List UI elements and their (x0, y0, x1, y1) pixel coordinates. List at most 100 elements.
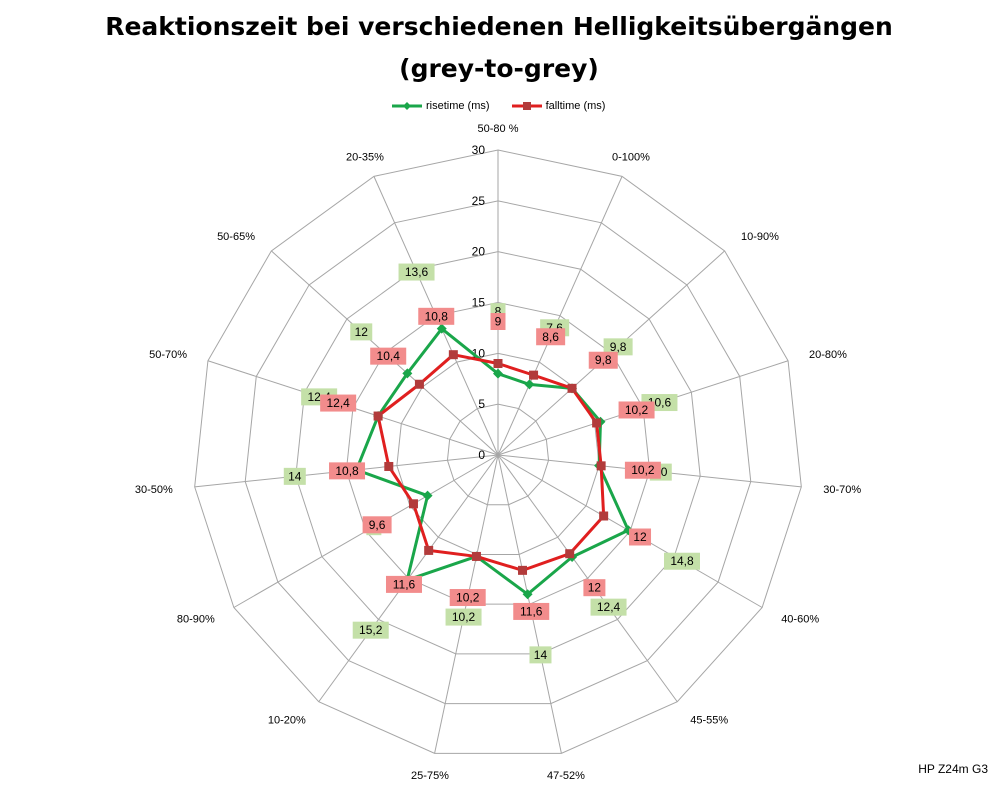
grid-ring (194, 149, 802, 754)
falltime-data-label-bg (320, 394, 357, 412)
category-label: 20-80% (809, 349, 847, 361)
legend: risetime (ms) falltime (ms) (392, 100, 605, 112)
falltime-point (565, 549, 575, 559)
grid-ring (345, 301, 651, 605)
risetime-data-label: 10,2 (452, 610, 476, 624)
risetime-data-label-bg (664, 552, 701, 570)
risetime-point (402, 368, 413, 379)
category-label: 30-50% (135, 484, 173, 496)
risetime-data-label-bg (283, 467, 306, 485)
risetime-point (422, 490, 433, 501)
falltime-point (424, 545, 434, 555)
risetime-data-label-bg (352, 621, 389, 639)
risetime-point (522, 589, 533, 600)
risetime-data-label: 14 (288, 469, 302, 483)
falltime-data-label: 10,8 (335, 464, 359, 478)
category-label: 50-70% (149, 349, 187, 361)
falltime-point (518, 565, 528, 575)
falltime-point (567, 383, 577, 393)
falltime-data-label-bg (362, 516, 392, 534)
falltime-data-label: 10,8 (425, 309, 449, 323)
falltime-data-label-bg (329, 462, 366, 480)
falltime-data-label: 12 (633, 530, 647, 544)
category-label: 40-60% (781, 614, 819, 626)
risetime-data-label: 14 (534, 648, 548, 662)
category-label: 50-80 % (478, 123, 519, 135)
falltime-data-label: 10,4 (377, 349, 401, 363)
falltime-data-label-bg (618, 401, 655, 419)
falltime-data-label: 11,6 (393, 577, 416, 591)
risetime-data-label-bg (398, 263, 435, 281)
falltime-point (384, 461, 394, 471)
falltime-data-label: 10,2 (625, 403, 649, 417)
risetime-data-label: 12 (355, 325, 369, 339)
falltime-data-label: 9 (495, 315, 502, 329)
legend-label-falltime: falltime (ms) (545, 100, 606, 112)
chart-title-line2: (grey-to-grey) (399, 54, 599, 83)
risetime-data-label-bg (350, 323, 373, 341)
risetime-data-label: 14,8 (670, 554, 694, 568)
category-label: 45-55% (690, 715, 728, 727)
falltime-data-label: 8,6 (542, 330, 559, 344)
falltime-data-label-bg (513, 602, 550, 620)
axis-tick-label: 0 (478, 448, 485, 462)
falltime-data-label-bg (629, 528, 652, 546)
falltime-data-label-bg (449, 589, 486, 607)
falltime-data-label-bg (490, 313, 506, 330)
risetime-point (524, 379, 535, 390)
category-label: 20-35% (346, 151, 384, 163)
grid-ring (446, 403, 550, 506)
falltime-point (373, 411, 383, 421)
axis-tick-label: 15 (472, 296, 486, 310)
category-label: 80-90% (177, 614, 215, 626)
falltime-point (471, 551, 481, 561)
axis-tick-label: 30 (472, 143, 486, 157)
falltime-point (414, 379, 424, 389)
grid-spoke (497, 454, 678, 703)
falltime-data-label-bg (385, 575, 422, 593)
risetime-data-label: 9,8 (610, 340, 627, 354)
device-label: HP Z24m G3 (918, 762, 988, 776)
falltime-data-label-bg (418, 307, 455, 325)
falltime-point (408, 499, 418, 509)
category-label: 30-70% (823, 484, 861, 496)
risetime-data-label: 13,6 (405, 265, 429, 279)
category-label: 10-20% (268, 715, 306, 727)
risetime-data-label-bg (529, 646, 552, 664)
falltime-data-label-bg (370, 347, 407, 365)
risetime-data-label: 12,4 (597, 600, 621, 614)
falltime-point (493, 359, 503, 368)
falltime-data-label: 10,2 (631, 463, 655, 477)
legend-swatch-risetime (392, 102, 422, 110)
risetime-data-label-bg (603, 338, 633, 356)
risetime-series-line (354, 327, 630, 596)
axis-tick-label: 25 (472, 194, 486, 208)
category-label: 10-90% (741, 231, 779, 243)
falltime-data-label: 12,4 (326, 396, 350, 410)
risetime-data-label-bg (590, 598, 627, 616)
legend-item-falltime: falltime (ms) (511, 100, 606, 112)
grid-ring (295, 251, 701, 655)
falltime-data-label: 9,6 (369, 518, 386, 532)
falltime-point (592, 418, 602, 428)
axis-tick-label: 5 (478, 397, 485, 411)
risetime-data-label-bg (445, 608, 482, 626)
falltime-data-label-bg (588, 351, 618, 369)
axis-tick-label: 20 (472, 245, 486, 259)
falltime-data-label-bg (624, 461, 661, 479)
falltime-data-label: 10,2 (456, 591, 480, 605)
category-label: 0-100% (612, 151, 650, 163)
falltime-point (529, 370, 539, 380)
falltime-data-label: 11,6 (520, 604, 543, 618)
falltime-series-line (376, 353, 606, 572)
category-label: 25-75% (411, 770, 449, 782)
category-label: 50-65% (217, 231, 255, 243)
risetime-point (493, 368, 503, 379)
legend-swatch-falltime (511, 102, 542, 110)
grid-spoke (497, 176, 623, 456)
falltime-data-label-bg (536, 328, 566, 346)
legend-label-risetime: risetime (ms) (426, 100, 490, 112)
legend-item-risetime: risetime (ms) (392, 100, 490, 112)
category-label: 47-52% (547, 770, 585, 782)
